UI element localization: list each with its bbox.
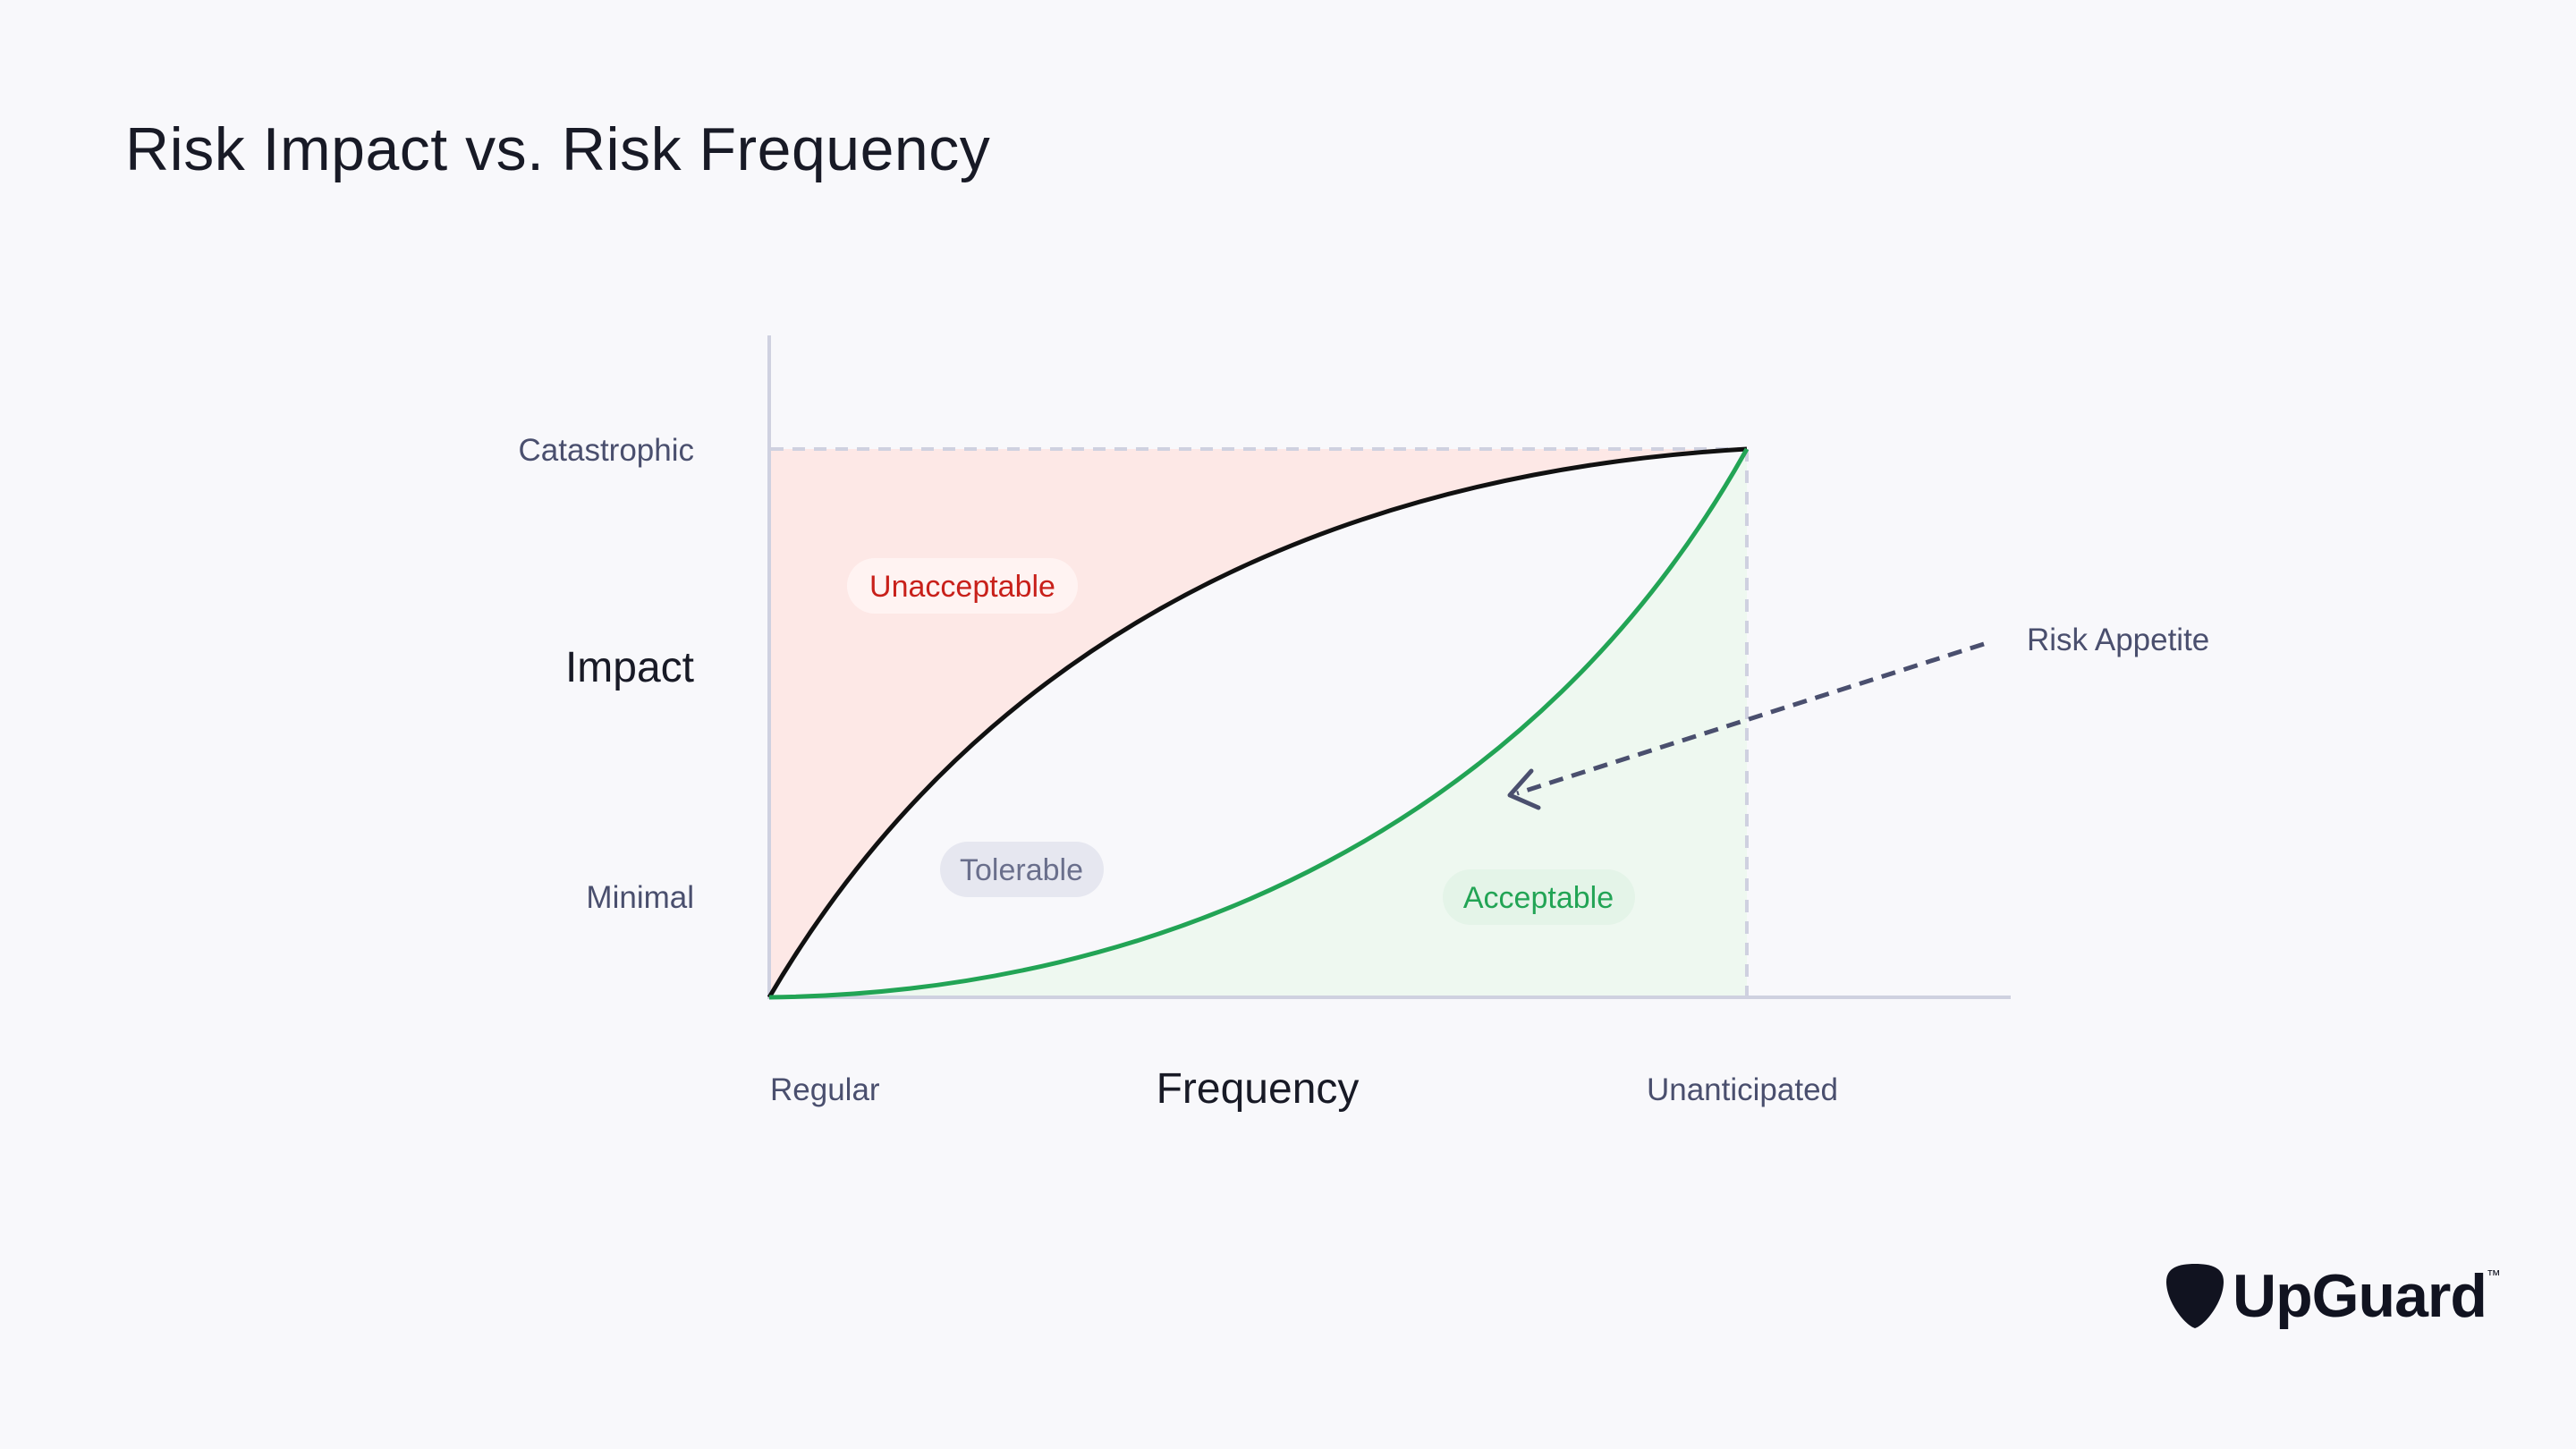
acceptable-region	[769, 449, 1747, 997]
tolerable-pill: Tolerable	[940, 842, 1104, 897]
risk-appetite-label: Risk Appetite	[2027, 623, 2209, 657]
y-bottom-label: Minimal	[586, 880, 694, 915]
acceptable-label: Acceptable	[1463, 881, 1614, 915]
x-axis-title: Frequency	[1157, 1065, 1360, 1113]
unacceptable-pill: Unacceptable	[847, 558, 1078, 614]
x-right-label: Unanticipated	[1647, 1072, 1838, 1107]
risk-appetite-curve	[768, 447, 1750, 1000]
unacceptable-label: Unacceptable	[869, 570, 1055, 604]
risk-appetite-arrow-head	[1507, 768, 1541, 810]
risk-appetite-arrow-line	[1516, 641, 1985, 796]
tolerance-curve	[767, 446, 1748, 999]
tolerable-label: Tolerable	[960, 853, 1083, 887]
acceptable-pill: Acceptable	[1443, 869, 1635, 925]
logo-trademark: ™	[2486, 1268, 2501, 1284]
guitar-pick-icon	[2166, 1264, 2224, 1328]
y-top-label: Catastrophic	[519, 433, 694, 468]
logo-wordmark: UpGuard	[2233, 1262, 2487, 1330]
x-left-label: Regular	[770, 1072, 880, 1107]
upguard-logo: UpGuard ™	[2165, 1261, 2501, 1331]
y-axis-title: Impact	[565, 644, 694, 691]
page-title: Risk Impact vs. Risk Frequency	[125, 115, 991, 183]
